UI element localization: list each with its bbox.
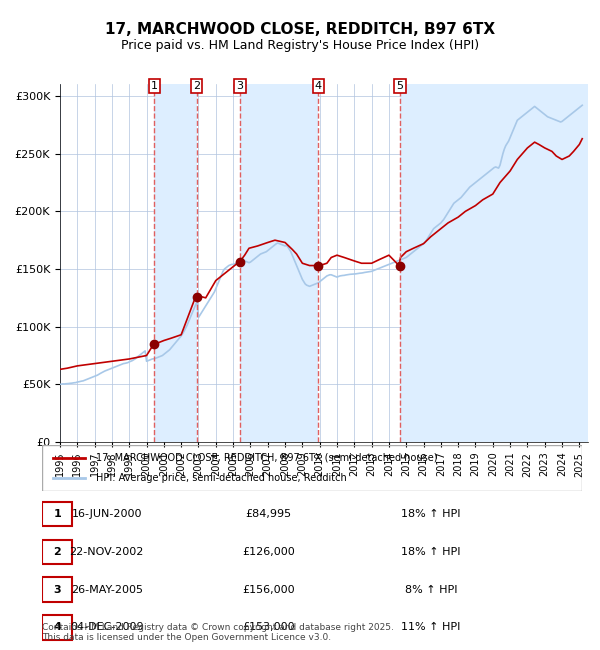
Text: £153,000: £153,000	[242, 622, 295, 632]
Text: 11% ↑ HPI: 11% ↑ HPI	[401, 622, 460, 632]
Bar	[400, 84, 588, 442]
Text: 18% ↑ HPI: 18% ↑ HPI	[401, 509, 461, 519]
Text: £84,995: £84,995	[246, 509, 292, 519]
Text: 3: 3	[236, 81, 244, 91]
Text: 3: 3	[53, 584, 61, 595]
Text: 22-NOV-2002: 22-NOV-2002	[70, 547, 144, 557]
Text: 17, MARCHWOOD CLOSE, REDDITCH, B97 6TX (semi-detached house): 17, MARCHWOOD CLOSE, REDDITCH, B97 6TX (…	[96, 453, 437, 463]
FancyBboxPatch shape	[42, 502, 72, 526]
Text: 1: 1	[53, 509, 61, 519]
Text: Price paid vs. HM Land Registry's House Price Index (HPI): Price paid vs. HM Land Registry's House …	[121, 39, 479, 52]
Text: 5: 5	[397, 81, 404, 91]
Bar	[154, 84, 197, 442]
Text: 16-JUN-2000: 16-JUN-2000	[71, 509, 142, 519]
Text: £156,000: £156,000	[242, 584, 295, 595]
Text: 18% ↑ HPI: 18% ↑ HPI	[401, 547, 461, 557]
Bar	[240, 84, 319, 442]
Text: 1: 1	[151, 81, 158, 91]
FancyBboxPatch shape	[42, 615, 72, 640]
Text: 26-MAY-2005: 26-MAY-2005	[71, 584, 143, 595]
Text: HPI: Average price, semi-detached house, Redditch: HPI: Average price, semi-detached house,…	[96, 473, 347, 483]
Text: £126,000: £126,000	[242, 547, 295, 557]
Text: 17, MARCHWOOD CLOSE, REDDITCH, B97 6TX: 17, MARCHWOOD CLOSE, REDDITCH, B97 6TX	[105, 21, 495, 37]
Bar	[240, 84, 319, 442]
Text: Contains HM Land Registry data © Crown copyright and database right 2025.
This d: Contains HM Land Registry data © Crown c…	[42, 623, 394, 642]
FancyBboxPatch shape	[42, 540, 72, 564]
Bar	[400, 84, 588, 442]
FancyBboxPatch shape	[42, 577, 72, 602]
Text: 04-DEC-2009: 04-DEC-2009	[70, 622, 143, 632]
Text: 8% ↑ HPI: 8% ↑ HPI	[404, 584, 457, 595]
Text: 4: 4	[315, 81, 322, 91]
Text: 2: 2	[193, 81, 200, 91]
Text: 2: 2	[53, 547, 61, 557]
Text: 4: 4	[53, 622, 61, 632]
